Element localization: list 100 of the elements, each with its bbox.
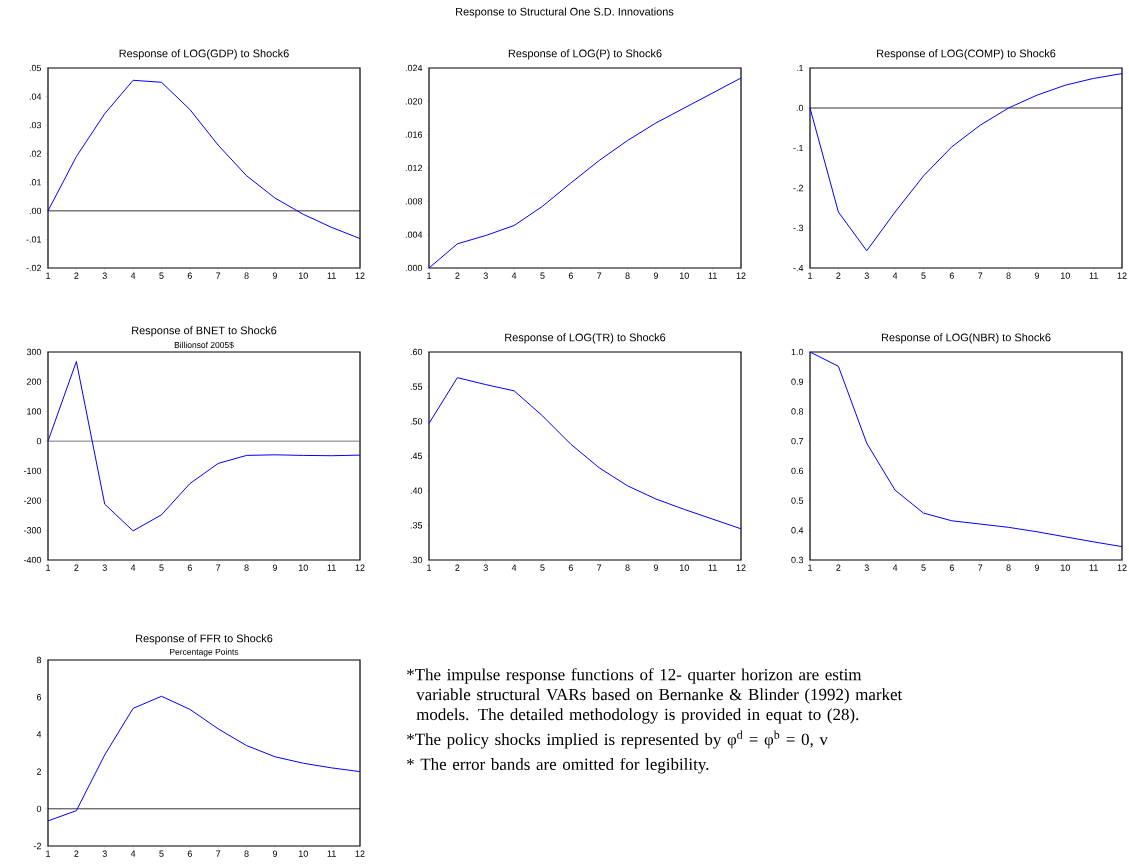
x-tick-label: 10 — [679, 564, 689, 571]
line-series — [47, 361, 361, 532]
x-tick-label: 4 — [130, 564, 136, 571]
text: * The error bands are omitted for legibility. — [407, 757, 709, 774]
x-tick-label: 3 — [864, 272, 869, 279]
x-tick-label: 8 — [1006, 564, 1011, 571]
x-tick-label: 1 — [46, 272, 51, 279]
y-tick-label: .60 — [410, 348, 423, 356]
x-tick-label: 10 — [298, 850, 308, 857]
x-tick-label: 2 — [74, 564, 79, 571]
y-tick-label: 0.6 — [791, 467, 804, 475]
x-tick-label: 8 — [625, 564, 630, 571]
x-tick-label: 1 — [427, 564, 432, 571]
x-tick-label: 7 — [978, 272, 983, 279]
x-tick-label: 11 — [327, 564, 336, 571]
x-tick-label: 6 — [187, 564, 192, 571]
x-tick-label: 8 — [244, 564, 249, 571]
y-tick-label: -.2 — [793, 184, 804, 192]
y-tick-label: 0.7 — [791, 437, 804, 445]
x-tick-label: 8 — [1006, 272, 1011, 279]
y-tick-label: -.3 — [793, 224, 804, 232]
y-tick-label: .000 — [405, 264, 423, 272]
line-series — [47, 695, 361, 822]
x-tick-label: 3 — [102, 850, 107, 857]
x-tick-label: 3 — [102, 564, 107, 571]
y-tick-label: .30 — [410, 556, 423, 564]
x-tick-label: 7 — [216, 272, 221, 279]
y-tick-label: 100 — [27, 408, 42, 415]
y-tick-label: .55 — [410, 383, 423, 390]
chart-title: Response of LOG(GDP) to Shock6 — [119, 49, 289, 60]
x-tick-label: 5 — [540, 564, 545, 571]
y-tick-label: -200 — [23, 497, 42, 504]
x-tick-label: 4 — [511, 272, 517, 279]
y-tick-label: 1.0 — [791, 348, 804, 356]
x-tick-label: 3 — [483, 564, 488, 571]
y-tick-label: -400 — [23, 556, 42, 564]
y-tick-label: .35 — [410, 522, 423, 529]
y-tick-label: .40 — [410, 487, 423, 494]
x-tick-label: 8 — [625, 272, 630, 279]
x-tick-label: 12 — [736, 564, 746, 571]
x-tick-label: 2 — [74, 850, 79, 857]
y-tick-label: -100 — [23, 467, 42, 475]
x-tick-label: 9 — [272, 564, 277, 571]
x-tick-label: 7 — [216, 850, 221, 857]
y-tick-label: .1 — [796, 64, 804, 72]
x-tick-label: 2 — [836, 564, 841, 571]
chart-title: Response of LOG(COMP) to Shock6 — [877, 49, 1056, 60]
x-tick-label: 1 — [808, 272, 813, 279]
y-tick-label: .008 — [405, 198, 423, 205]
y-tick-label: .05 — [29, 64, 42, 72]
x-tick-label: 4 — [130, 850, 136, 857]
x-tick-label: 6 — [187, 272, 192, 279]
chart-title: Response of LOG(P) to Shock6 — [508, 49, 662, 60]
y-tick-label: .03 — [29, 121, 42, 129]
y-tick-label: .45 — [410, 452, 423, 460]
text: *The policy shocks implied is represented by φ$^{d}$ = φ$^{b}$ = 0, v — [407, 730, 828, 749]
x-tick-label: 4 — [892, 564, 898, 571]
chart-subtitle: Billionsof 2005$ — [174, 341, 234, 349]
y-tick-label: 2 — [36, 768, 42, 775]
y-tick-label: .024 — [405, 64, 423, 72]
x-tick-label: 11 — [708, 564, 717, 571]
y-tick-label: -.1 — [793, 144, 804, 152]
x-tick-label: 11 — [1089, 272, 1098, 279]
x-tick-label: 3 — [102, 272, 107, 279]
text: Response to Structural One S.D. Innovations — [456, 7, 674, 18]
x-tick-label: 12 — [355, 850, 365, 857]
chart-title: Response of BNET to Shock6 — [132, 326, 277, 337]
x-tick-label: 12 — [355, 564, 365, 571]
x-tick-label: 4 — [511, 564, 517, 571]
x-tick-label: 5 — [159, 272, 164, 279]
x-tick-label: 1 — [808, 564, 813, 571]
y-tick-label: .02 — [29, 150, 42, 157]
x-tick-label: 10 — [298, 564, 308, 571]
x-tick-label: 12 — [736, 272, 746, 279]
x-tick-label: 3 — [864, 564, 869, 571]
y-tick-label: .50 — [410, 418, 423, 425]
x-tick-label: 10 — [679, 272, 689, 279]
x-tick-label: 6 — [568, 272, 573, 279]
y-tick-label: 0 — [36, 805, 42, 812]
y-tick-label: -300 — [23, 527, 42, 534]
y-tick-label: 0.4 — [791, 527, 804, 534]
y-tick-label: .00 — [29, 207, 42, 215]
x-tick-label: 2 — [74, 272, 79, 279]
x-tick-label: 9 — [653, 564, 658, 571]
y-tick-label: .012 — [405, 164, 423, 172]
line-series — [47, 79, 361, 240]
y-tick-label: 0.3 — [791, 556, 804, 564]
chart-subtitle: Percentage Points — [170, 648, 239, 657]
x-tick-label: 9 — [272, 850, 277, 857]
y-tick-label: 8 — [36, 656, 42, 664]
x-tick-label: 7 — [216, 564, 221, 571]
x-tick-label: 4 — [130, 272, 136, 279]
x-tick-label: 12 — [355, 272, 365, 279]
x-tick-label: 6 — [187, 850, 192, 857]
x-tick-label: 10 — [298, 272, 308, 279]
y-tick-label: 0.8 — [791, 408, 804, 415]
x-tick-label: 5 — [921, 272, 926, 279]
x-tick-label: 7 — [597, 564, 602, 571]
x-tick-label: 9 — [1034, 272, 1039, 279]
x-tick-label: 9 — [653, 272, 658, 279]
